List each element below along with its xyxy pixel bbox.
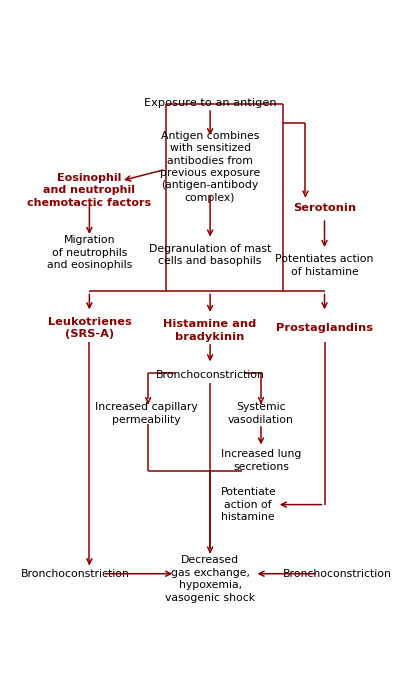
Text: Antigen combines
with sensitized
antibodies from
previous exposure
(antigen-anti: Antigen combines with sensitized antibod…: [160, 131, 260, 202]
Text: Histamine and
bradykinin: Histamine and bradykinin: [163, 319, 256, 342]
Text: Degranulation of mast
cells and basophils: Degranulation of mast cells and basophil…: [148, 244, 271, 267]
Text: Bronchoconstriction: Bronchoconstriction: [282, 569, 391, 578]
Text: Decreased
gas exchange,
hypoxemia,
vasogenic shock: Decreased gas exchange, hypoxemia, vasog…: [165, 556, 254, 603]
Text: Potentiates action
of histamine: Potentiates action of histamine: [275, 254, 373, 277]
Text: Bronchoconstriction: Bronchoconstriction: [20, 569, 129, 578]
Text: Systemic
vasodilation: Systemic vasodilation: [227, 402, 293, 425]
Text: Potentiate
action of
histamine: Potentiate action of histamine: [220, 487, 275, 522]
Text: Increased lung
secretions: Increased lung secretions: [220, 450, 301, 472]
Text: Prostaglandins: Prostaglandins: [275, 323, 372, 333]
Text: Migration
of neutrophils
and eosinophils: Migration of neutrophils and eosinophils: [47, 235, 132, 270]
Text: Leukotrienes
(SRS-A): Leukotrienes (SRS-A): [47, 317, 131, 339]
Text: Increased capillary
permeability: Increased capillary permeability: [95, 402, 198, 425]
Text: Eosinophil
and neutrophil
chemotactic factors: Eosinophil and neutrophil chemotactic fa…: [27, 173, 151, 207]
Text: Serotonin: Serotonin: [292, 203, 355, 213]
Text: Bronchoconstriction: Bronchoconstriction: [155, 370, 264, 379]
Text: Exposure to an antigen: Exposure to an antigen: [144, 98, 276, 108]
